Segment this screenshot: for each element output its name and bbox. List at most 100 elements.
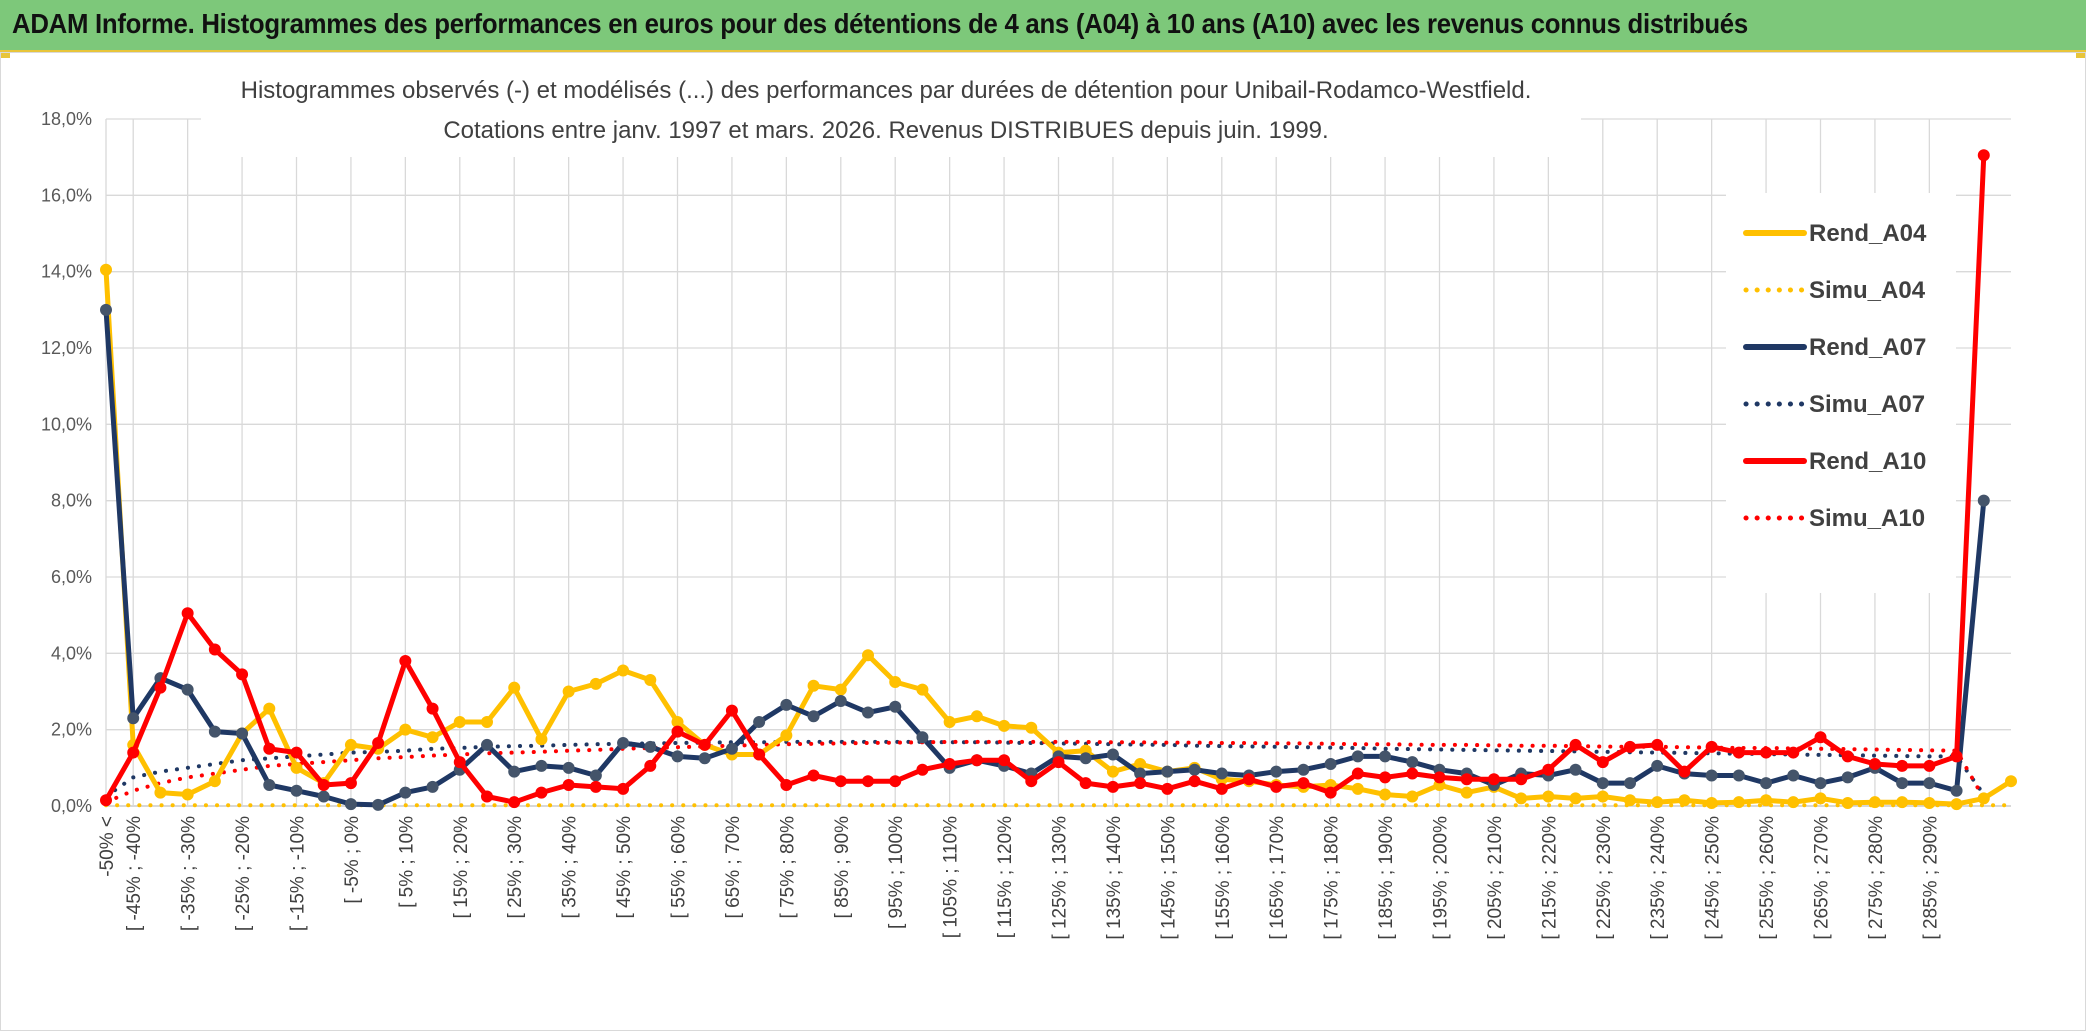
x-tick-group: [ 35% ; 40% [560, 816, 581, 919]
x-tick-label: [ 185% ; 190% [1376, 816, 1397, 940]
x-tick-group: -50% < [97, 816, 118, 877]
data-point [481, 790, 493, 803]
x-tick-label: [ 35% ; 40% [560, 816, 581, 919]
corner-accent-right [2076, 52, 2086, 58]
data-point [916, 683, 929, 696]
data-point [1868, 758, 1881, 771]
data-point [263, 742, 276, 755]
x-tick-group: [ 215% ; 220% [1539, 816, 1560, 940]
x-tick-label: [ 215% ; 220% [1539, 816, 1560, 940]
data-point [1406, 790, 1419, 803]
data-point [1025, 721, 1038, 734]
data-point [344, 798, 357, 811]
x-tick-label: [ -15% ; -10% [288, 816, 309, 931]
x-tick-group: [ 175% ; 180% [1322, 816, 1343, 940]
data-point [862, 775, 874, 788]
x-tick-label: [ -5% ; 0% [342, 816, 363, 904]
data-point [753, 748, 766, 761]
y-tick-label: 12,0% [41, 338, 92, 358]
x-tick-label: [ 285% ; 290% [1920, 816, 1941, 940]
data-point [998, 719, 1011, 732]
x-tick-group: [ 45% ; 50% [614, 816, 635, 919]
x-tick-label: [ 235% ; 240% [1648, 816, 1669, 940]
data-point [970, 754, 983, 767]
data-point [154, 681, 167, 694]
chart-title-line-1: Histogrammes observés (-) et modélisés (… [241, 77, 1532, 104]
data-point [1161, 765, 1174, 778]
legend-label: Simu_A07 [1809, 391, 1925, 418]
data-point [998, 754, 1011, 767]
data-point [181, 607, 194, 620]
x-tick-group: [ -45% ; -40% [124, 816, 145, 931]
data-point [181, 683, 194, 696]
data-point [399, 786, 412, 799]
data-point [1841, 771, 1854, 784]
data-point [1188, 775, 1201, 788]
data-point [1460, 773, 1473, 786]
x-tick-label: [ 75% ; 80% [777, 816, 798, 919]
data-point [535, 786, 548, 799]
data-point [1651, 796, 1664, 809]
data-point [562, 761, 575, 774]
y-tick-label: 8,0% [51, 491, 92, 511]
data-point [943, 716, 956, 729]
data-point [1651, 759, 1664, 772]
data-point [617, 782, 630, 795]
data-point [834, 775, 847, 788]
data-point [453, 756, 466, 769]
x-tick-group: [ 285% ; 290% [1920, 816, 1941, 940]
y-tick-label: 4,0% [51, 643, 92, 663]
series-line-rend-a10 [103, 152, 1987, 805]
data-point [1678, 765, 1691, 778]
data-point [236, 668, 249, 681]
data-point [1732, 796, 1745, 809]
data-point [780, 779, 793, 792]
series-layer [100, 149, 2017, 811]
data-point [344, 738, 357, 751]
data-point [916, 763, 929, 776]
x-tick-label: [ 5% ; 10% [396, 816, 417, 908]
x-tick-label: [ 65% ; 70% [723, 816, 744, 919]
data-point [1624, 794, 1636, 807]
data-point [644, 759, 657, 772]
data-point [834, 695, 847, 708]
data-point [1351, 750, 1364, 763]
data-point [1896, 796, 1909, 809]
data-point [1977, 792, 1990, 805]
data-point [208, 725, 221, 738]
data-point [1134, 777, 1147, 790]
x-tick-group: [ -25% ; -20% [233, 816, 254, 931]
chart-title: Histogrammes observés (-) et modélisés (… [201, 59, 1581, 157]
data-point [862, 706, 874, 719]
data-point [481, 716, 493, 729]
x-tick-label: [ 15% ; 20% [451, 816, 472, 919]
data-point [889, 775, 902, 788]
data-point [344, 777, 357, 790]
data-point [453, 716, 466, 729]
data-point [1923, 777, 1936, 790]
data-point [1270, 765, 1283, 778]
data-point [970, 710, 983, 723]
data-point [644, 674, 657, 687]
x-tick-label: [ -45% ; -40% [124, 816, 145, 931]
series-line-rend-a07 [103, 307, 1987, 808]
x-tick-group: [ 135% ; 140% [1104, 816, 1125, 940]
data-point [1977, 494, 1990, 507]
x-tick-group: [ 5% ; 10% [396, 816, 417, 908]
data-point [1487, 773, 1500, 786]
data-point [1732, 769, 1745, 782]
data-point [181, 788, 194, 801]
data-point [1025, 775, 1038, 788]
data-point [1596, 756, 1609, 769]
legend-label: Rend_A10 [1809, 448, 1926, 475]
x-tick-group: [ -15% ; -10% [288, 816, 309, 931]
x-tick-label: [ 25% ; 30% [505, 816, 526, 919]
y-tick-label: 2,0% [51, 720, 92, 740]
data-point [1787, 746, 1800, 759]
data-point [1678, 794, 1691, 807]
data-point [1923, 796, 1936, 809]
legend-label: Rend_A04 [1809, 220, 1927, 247]
data-point [426, 702, 439, 715]
data-point [1406, 756, 1419, 769]
data-point [753, 716, 766, 729]
